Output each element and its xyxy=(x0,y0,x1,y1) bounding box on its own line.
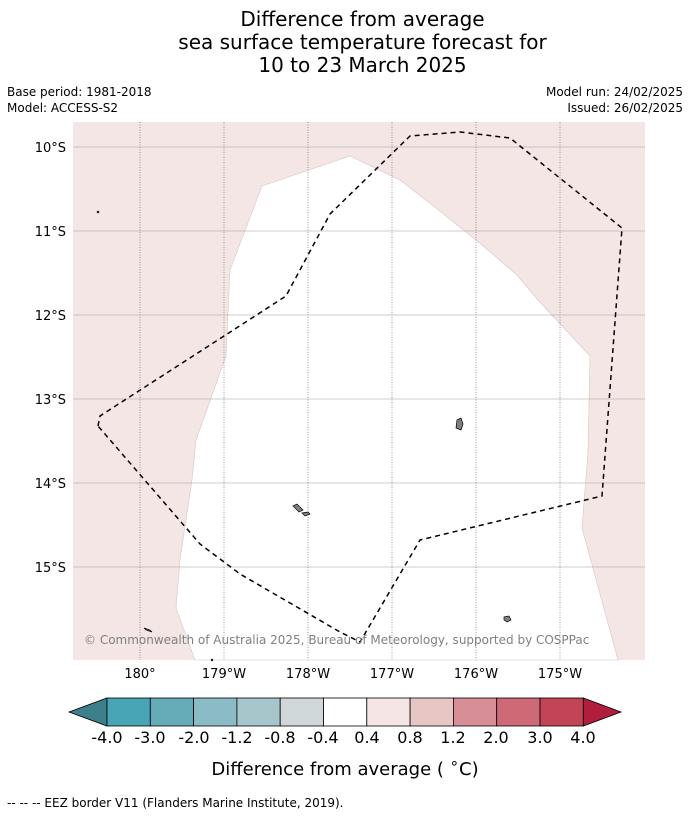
lat-label: 11°S xyxy=(35,225,66,240)
lon-label: 180° xyxy=(124,667,155,682)
colorbar-tick: -0.8 xyxy=(264,728,296,747)
island-south xyxy=(503,615,512,623)
title-line-2: sea surface temperature forecast for xyxy=(178,30,547,54)
colorbar xyxy=(67,697,623,727)
colorbar-segment xyxy=(452,697,498,727)
colorbar-tick: -0.4 xyxy=(307,728,339,747)
island-futuna xyxy=(292,503,304,513)
map-title: Difference from average sea surface temp… xyxy=(0,8,690,77)
colorbar-tick: -1.2 xyxy=(221,728,253,747)
lon-label: 178°W xyxy=(286,667,330,682)
colorbar-label: Difference from average ( ∘C) xyxy=(0,754,690,780)
colorbar-extend-high xyxy=(582,697,623,727)
eez-legend-footer: -- -- -- EEZ border V11 (Flanders Marine… xyxy=(7,796,344,810)
title-line-1: Difference from average xyxy=(240,7,485,31)
colorbar-tick: 2.0 xyxy=(483,728,509,747)
colorbar-tick: 0.8 xyxy=(397,728,423,747)
latitude-labels: 10°S 11°S 12°S 13°S 14°S 15°S xyxy=(35,141,66,576)
colorbar-segment xyxy=(236,697,281,727)
colorbar-segment xyxy=(323,697,368,727)
colorbar-segment xyxy=(496,697,541,727)
colorbar-tick: -2.0 xyxy=(178,728,210,747)
lon-label: 177°W xyxy=(370,667,414,682)
colorbar-segment xyxy=(106,697,151,727)
island-nw xyxy=(96,210,100,214)
base-period: Base period: 1981-2018 xyxy=(7,85,152,99)
colorbar-segment xyxy=(409,697,454,727)
lat-label: 13°S xyxy=(35,393,66,408)
lon-label: 179°W xyxy=(202,667,246,682)
longitude-labels: 180° 179°W 178°W 177°W 176°W 175°W xyxy=(124,667,582,682)
eez-border xyxy=(97,131,623,643)
colorbar-label-text: Difference from average ( xyxy=(211,759,444,780)
issued-date: Issued: 26/02/2025 xyxy=(567,101,683,115)
lat-label: 14°S xyxy=(35,477,66,492)
lat-label: 10°S xyxy=(35,141,66,156)
colorbar-segment xyxy=(539,697,584,727)
colorbar-tick: 3.0 xyxy=(527,728,553,747)
islands xyxy=(96,210,512,662)
copyright-notice: © Commonwealth of Australia 2025, Bureau… xyxy=(84,633,590,647)
model-name: Model: ACCESS-S2 xyxy=(7,101,119,115)
meta-right: Model run: 24/02/2025 Issued: 26/02/2025 xyxy=(546,84,683,116)
island-alofi xyxy=(301,511,311,517)
colorbar-tick: 1.2 xyxy=(440,728,466,747)
colorbar-label-unit: C) xyxy=(459,759,479,780)
meta-left: Base period: 1981-2018 Model: ACCESS-S2 xyxy=(7,84,152,116)
colorbar-segment xyxy=(193,697,238,727)
colorbar-tick: -3.0 xyxy=(134,728,166,747)
island-wallis xyxy=(455,417,464,431)
colorbar-tick: -4.0 xyxy=(91,728,123,747)
lon-label: 175°W xyxy=(538,667,582,682)
lat-label: 12°S xyxy=(35,309,66,324)
colorbar-segment xyxy=(279,697,324,727)
colorbar-tick: 0.4 xyxy=(354,728,380,747)
title-line-3: 10 to 23 March 2025 xyxy=(258,53,467,77)
latitude-gridlines xyxy=(73,146,645,568)
colorbar-segment xyxy=(149,697,195,727)
lon-label: 176°W xyxy=(454,667,498,682)
colorbar-tick: 4.0 xyxy=(570,728,596,747)
model-run: Model run: 24/02/2025 xyxy=(545,85,683,99)
colorbar-segment xyxy=(366,697,411,727)
island-sw xyxy=(143,627,153,633)
island-bottom xyxy=(210,658,214,662)
longitude-gridlines xyxy=(139,122,561,660)
degree-symbol: ∘ xyxy=(449,754,460,772)
lat-label: 15°S xyxy=(35,561,66,576)
colorbar-extend-low xyxy=(67,697,108,727)
